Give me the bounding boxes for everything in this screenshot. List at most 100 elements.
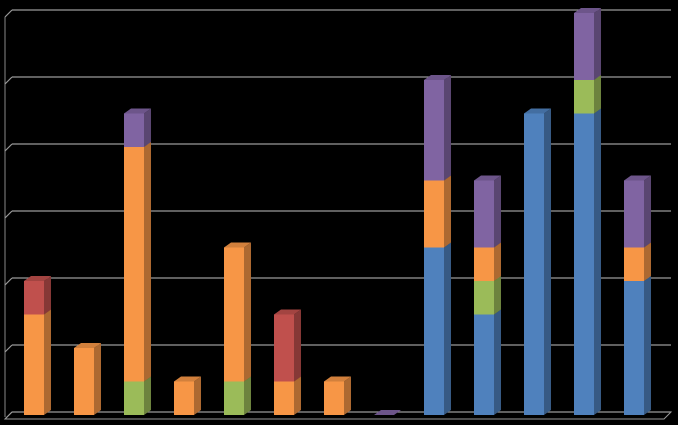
grid-line-side xyxy=(4,344,13,353)
bar-front xyxy=(574,13,594,80)
bar-segment xyxy=(474,242,501,281)
bar-segment xyxy=(224,242,251,382)
grid-line-side xyxy=(4,210,13,219)
bar-segment xyxy=(124,142,151,382)
bar-top xyxy=(224,242,251,248)
bar-segment xyxy=(74,343,101,415)
bar-front xyxy=(624,247,644,281)
bar-segment xyxy=(524,108,551,415)
bar-top xyxy=(274,309,301,315)
bar-side xyxy=(444,75,451,181)
bar-segment xyxy=(424,175,451,248)
bar-segment xyxy=(474,309,501,415)
bar-side xyxy=(594,75,601,114)
bar-front xyxy=(474,247,494,281)
bar-segment xyxy=(474,175,501,248)
bar-side xyxy=(494,242,501,281)
grid-line-side xyxy=(4,9,13,18)
bar-side xyxy=(44,309,51,415)
bar-side xyxy=(594,8,601,80)
bar-side xyxy=(244,242,251,382)
bar-front xyxy=(474,314,494,415)
bar-segment xyxy=(324,376,351,415)
floor xyxy=(3,411,673,420)
bar-side xyxy=(444,242,451,415)
bar-top xyxy=(174,376,201,382)
bar-front xyxy=(524,113,544,415)
bar-top xyxy=(574,8,601,13)
bar-front xyxy=(424,80,444,181)
bar-side xyxy=(144,376,151,415)
bar-side xyxy=(644,242,651,281)
grid-line-side xyxy=(4,277,13,286)
bar-top xyxy=(24,276,51,281)
bar-segment xyxy=(24,276,51,315)
bar-front xyxy=(624,281,644,415)
bar-side xyxy=(494,276,501,315)
bar-front xyxy=(274,314,294,382)
bar-side xyxy=(444,175,451,248)
bar-segment xyxy=(374,410,401,415)
bar-segment xyxy=(124,376,151,415)
bar-front xyxy=(424,180,444,248)
bar-side xyxy=(244,376,251,415)
bar-top xyxy=(124,108,151,114)
bar-side xyxy=(144,142,151,382)
bar-segment xyxy=(174,376,201,415)
bar-front xyxy=(574,80,594,114)
grid-line-side xyxy=(4,76,13,85)
bar-side xyxy=(94,343,101,415)
bar-segment xyxy=(424,242,451,415)
bar-segment xyxy=(574,75,601,114)
bar-front xyxy=(74,348,94,415)
bar-front xyxy=(324,381,344,415)
bar-side xyxy=(594,108,601,415)
grid-line-side xyxy=(4,143,13,152)
bar-segment xyxy=(624,175,651,248)
bar-front xyxy=(224,381,244,415)
bar-segment xyxy=(224,376,251,415)
bar-front xyxy=(124,147,144,382)
bar-segment xyxy=(574,8,601,80)
bar-side xyxy=(644,175,651,248)
bar-segment xyxy=(624,242,651,281)
bar-front xyxy=(624,180,644,248)
bar-front xyxy=(124,381,144,415)
bar-segment xyxy=(274,309,301,382)
bar-side xyxy=(644,276,651,415)
bar-segment xyxy=(624,276,651,415)
bar-segment xyxy=(474,276,501,315)
bar-front xyxy=(474,281,494,315)
bar-front xyxy=(124,113,144,147)
bar-side xyxy=(44,276,51,315)
bar-front xyxy=(174,381,194,415)
bar-top xyxy=(624,175,651,181)
bar-top xyxy=(474,175,501,181)
bar-segment xyxy=(24,309,51,415)
bar-side xyxy=(494,175,501,248)
bar-front xyxy=(274,381,294,415)
bar-segment xyxy=(424,75,451,181)
bar-front xyxy=(24,314,44,415)
bar-front xyxy=(24,281,44,315)
bar-front xyxy=(574,113,594,415)
bar-segment xyxy=(124,108,151,147)
bar-top xyxy=(324,376,351,382)
bar-side xyxy=(144,108,151,147)
bar-side xyxy=(294,309,301,382)
bar-top xyxy=(74,343,101,348)
bar-side xyxy=(544,108,551,415)
bar-side xyxy=(344,376,351,415)
bar-side xyxy=(294,376,301,415)
bar-side xyxy=(194,376,201,415)
bar-top xyxy=(374,410,401,415)
bar-front xyxy=(224,247,244,382)
bar-segment xyxy=(274,376,301,415)
bar-top xyxy=(424,75,451,80)
bar-top xyxy=(524,108,551,114)
bar-segment xyxy=(574,108,601,415)
bar-front xyxy=(424,247,444,415)
